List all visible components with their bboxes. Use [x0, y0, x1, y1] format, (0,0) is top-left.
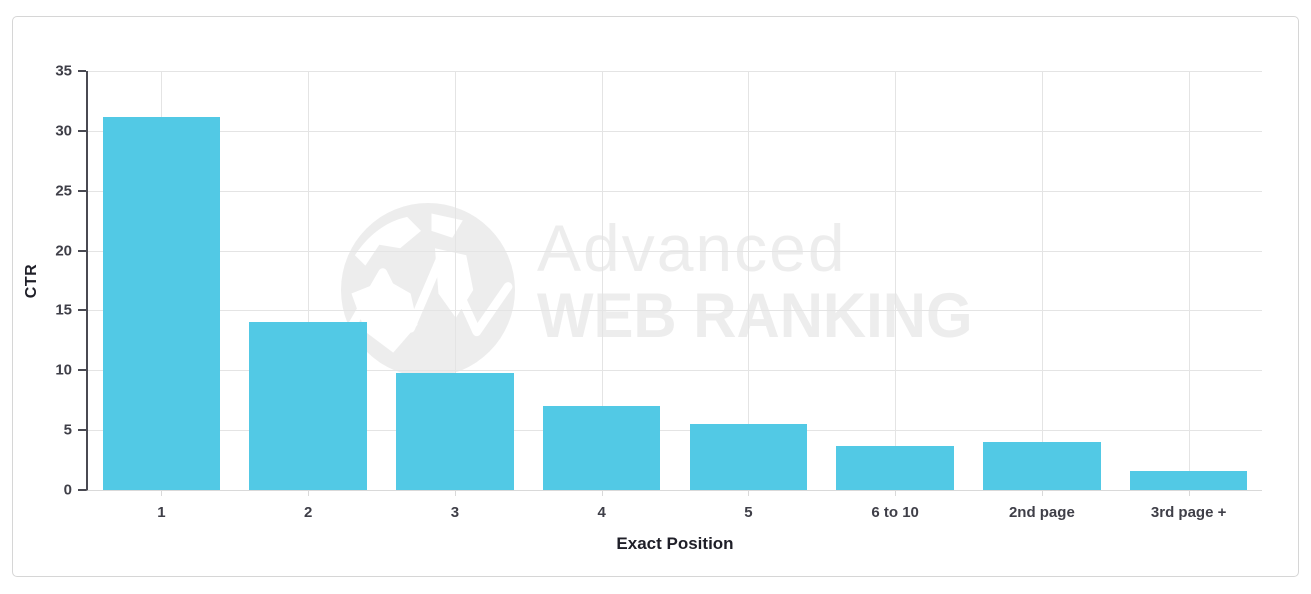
- y-tick-label: 30: [55, 122, 72, 140]
- y-tick-label: 25: [55, 182, 72, 200]
- gridline-horizontal: [88, 71, 1262, 72]
- x-category-label: 5: [744, 504, 753, 521]
- gridline-vertical: [1041, 71, 1043, 490]
- y-tick-label: 35: [55, 62, 72, 80]
- gridline-vertical: [601, 71, 603, 490]
- y-axis-tick: [78, 129, 86, 132]
- y-axis-tick: [78, 189, 86, 192]
- plot-area: CTR Exact Position 0 5 10 15 20 25 30 35 1 2 3 4 5 6 …: [23, 63, 1262, 553]
- x-category-label: 2nd page: [1008, 504, 1075, 521]
- x-axis-tick: [895, 490, 897, 496]
- x-axis-tick: [1188, 490, 1190, 496]
- y-tick-label: 20: [55, 242, 72, 260]
- bar: [1129, 470, 1248, 490]
- y-axis-tick: [78, 429, 86, 432]
- y-axis-title: CTR: [23, 263, 40, 298]
- gridline-horizontal: [88, 430, 1262, 432]
- gridline-horizontal: [88, 190, 1262, 192]
- x-axis-tick: [601, 490, 603, 496]
- y-axis-tick: [78, 309, 86, 312]
- gridline-vertical: [308, 71, 310, 490]
- x-category-label: 3rd page +: [1150, 504, 1227, 521]
- y-tick-label: 15: [55, 301, 72, 319]
- x-axis-tick: [748, 490, 750, 496]
- y-axis-tick: [78, 70, 86, 72]
- x-axis-tick: [161, 490, 163, 496]
- gridline-horizontal: [88, 370, 1262, 372]
- x-category-label: 6 to 10: [871, 504, 919, 521]
- bar: [689, 424, 808, 490]
- y-tick-label: 10: [55, 361, 72, 379]
- y-axis-tick: [78, 369, 86, 372]
- y-tick-label: 0: [63, 481, 72, 499]
- gridline-horizontal: [88, 130, 1262, 132]
- x-axis-tick: [308, 490, 310, 496]
- gridline-vertical: [1188, 71, 1190, 490]
- gridline-horizontal: [88, 310, 1262, 312]
- gridline-vertical: [895, 71, 897, 490]
- x-category-label: 4: [597, 504, 606, 521]
- gridline-vertical: [748, 71, 750, 490]
- bar: [249, 322, 367, 490]
- y-axis-tick: [78, 249, 86, 252]
- bar: [542, 406, 661, 490]
- bar: [836, 445, 954, 490]
- bar: [983, 442, 1101, 490]
- x-category-label: 2: [303, 504, 313, 521]
- bar: [396, 372, 514, 490]
- x-axis-tick: [454, 490, 456, 496]
- y-tick-label: 5: [63, 421, 72, 439]
- x-axis-title: Exact Position: [616, 534, 734, 553]
- chart-panel: Advanced WEB RANKING CTR Exact Position …: [12, 16, 1299, 577]
- x-category-label: 3: [450, 504, 460, 521]
- x-category-label: 1: [157, 504, 166, 521]
- bar: [102, 116, 221, 490]
- x-axis-tick: [1041, 490, 1043, 496]
- gridline-horizontal: [88, 250, 1262, 252]
- y-axis-tick: [78, 489, 86, 491]
